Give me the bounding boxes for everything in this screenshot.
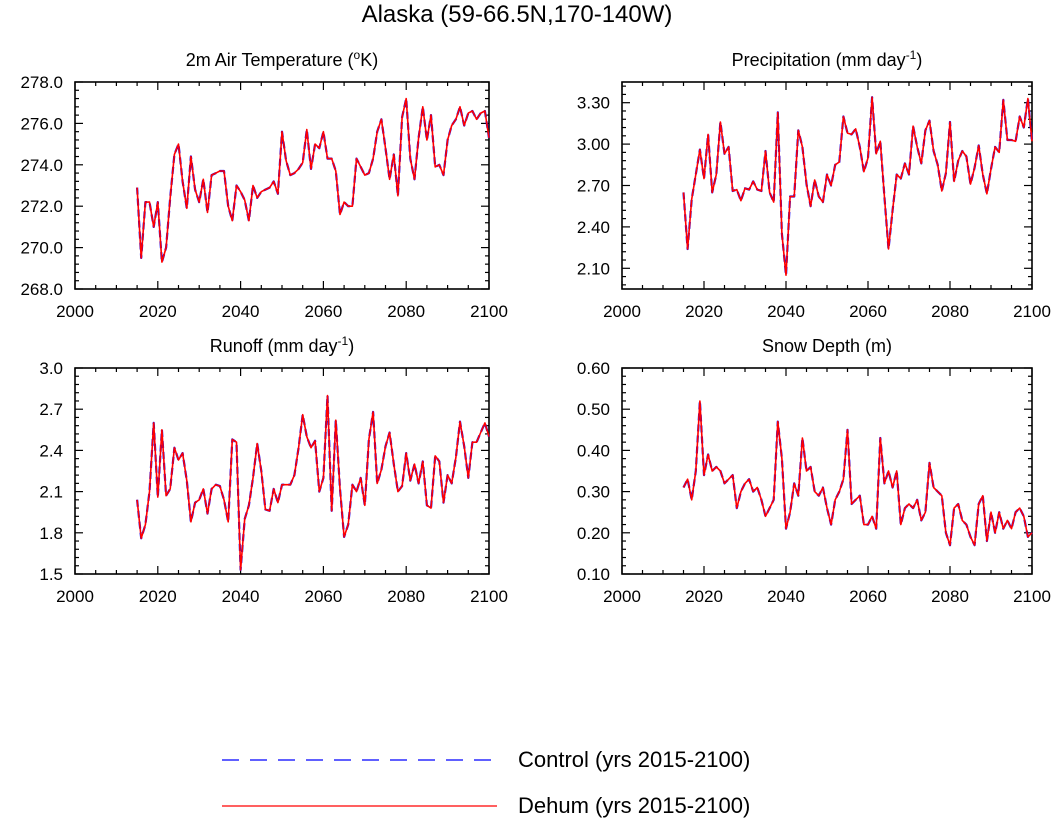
panel-title-end: ) — [348, 336, 354, 356]
series-line-dehum-runoff — [136, 394, 490, 571]
y-tick-label: 0.20 — [577, 524, 610, 543]
legend-control-label: Control (yrs 2015-2100) — [518, 747, 750, 772]
x-tick-label: 2060 — [849, 587, 887, 606]
y-tick-label: 2.1 — [39, 483, 63, 502]
panel-runoff: Runoff (mm day-1) 2000 2020 2040 2060 2080 210… — [39, 334, 508, 606]
panel-title-text: 2m Air Temperature ( — [186, 50, 354, 70]
x-tick-label: 2020 — [139, 587, 177, 606]
y-tick-label: 1.8 — [39, 524, 63, 543]
x-tick-label: 2040 — [767, 587, 805, 606]
x-tick-label: 2080 — [387, 587, 425, 606]
panel-title-air-temp: 2m Air Temperature (oK) — [186, 48, 378, 70]
panel-title-text: Precipitation (mm day — [732, 50, 906, 70]
x-tick-label: 2020 — [139, 302, 177, 321]
panel-title-superscript: -1 — [906, 48, 917, 62]
x-tick-label: 2040 — [222, 587, 260, 606]
y-tick-label: 0.10 — [577, 565, 610, 584]
plot-frame-runoff — [74, 367, 490, 575]
y-tick-label: 270.0 — [20, 239, 63, 258]
plot-frame-precip — [621, 81, 1033, 290]
y-tick-label: 274.0 — [20, 156, 63, 175]
x-tick-label: 2060 — [304, 587, 342, 606]
x-tick-label: 2000 — [603, 587, 641, 606]
panel-precip: Precipitation (mm day-1) 2000 2020 2040 2060… — [577, 48, 1051, 321]
y-tick-label: 2.4 — [39, 441, 63, 460]
plot-frame-air-temp — [74, 81, 490, 290]
panel-title-text: Snow Depth (m) — [762, 336, 892, 356]
y-tick-label: 276.0 — [20, 114, 63, 133]
y-tick-label: 2.10 — [577, 259, 610, 278]
panel-title-text: Runoff (mm day — [210, 336, 338, 356]
x-tick-label: 2060 — [849, 302, 887, 321]
panel-title-runoff: Runoff (mm day-1) — [210, 334, 354, 356]
y-tick-label: 2.7 — [39, 400, 63, 419]
y-tick-label: 0.50 — [577, 400, 610, 419]
x-tick-label: 2100 — [470, 587, 508, 606]
y-tick-label: 268.0 — [20, 280, 63, 299]
x-tick-label: 2020 — [685, 302, 723, 321]
y-tick-label: 0.60 — [577, 359, 610, 378]
panel-title-precip: Precipitation (mm day-1) — [732, 48, 923, 70]
y-tick-label: 3.30 — [577, 94, 610, 113]
x-tick-label: 2080 — [387, 302, 425, 321]
x-tick-label: 2080 — [931, 587, 969, 606]
series-line-dehum-air-temp — [136, 97, 490, 263]
y-tick-label: 272.0 — [20, 197, 63, 216]
x-tick-label: 2020 — [685, 587, 723, 606]
series-line-control-air-temp — [136, 97, 491, 264]
series-line-control-precip — [682, 96, 1034, 277]
x-tick-label: 2060 — [304, 302, 342, 321]
series-line-dehum-precip — [682, 96, 1033, 277]
panel-snow-depth: Snow Depth (m) 2000 2020 2040 2060 2080 2100 0.… — [577, 336, 1051, 606]
y-tick-label: 1.5 — [39, 565, 63, 584]
y-tick-label: 0.30 — [577, 483, 610, 502]
x-tick-label: 2000 — [603, 302, 641, 321]
panel-title-snow-depth: Snow Depth (m) — [762, 336, 892, 356]
panel-title-end: K) — [360, 50, 378, 70]
x-tick-label: 2100 — [1013, 302, 1051, 321]
y-tick-label: 0.40 — [577, 441, 610, 460]
panel-air-temp: 2m Air Temperature (oK) 2000 2020 2040 2060 2… — [20, 48, 507, 321]
x-tick-label: 2080 — [931, 302, 969, 321]
panel-title-superscript: -1 — [338, 334, 349, 348]
x-tick-label: 2000 — [56, 302, 94, 321]
legend-dehum-label: Dehum (yrs 2015-2100) — [518, 793, 750, 818]
y-tick-label: 3.0 — [39, 359, 63, 378]
series-line-control-runoff — [136, 394, 491, 572]
series-line-dehum-snow-depth — [682, 400, 1033, 547]
series-line-control-snow-depth — [682, 399, 1033, 547]
x-tick-label: 2000 — [56, 587, 94, 606]
main-title: Alaska (59-66.5N,170-140W) — [362, 1, 673, 28]
panels: 2m Air Temperature (oK) 2000 2020 2040 2060 2… — [20, 48, 1050, 606]
x-tick-label: 2040 — [767, 302, 805, 321]
y-tick-label: 3.00 — [577, 135, 610, 154]
y-tick-label: 2.40 — [577, 218, 610, 237]
plot-frame-snow-depth — [621, 367, 1033, 575]
x-tick-label: 2100 — [470, 302, 508, 321]
x-tick-label: 2040 — [222, 302, 260, 321]
panel-title-end: ) — [916, 50, 922, 70]
legend: Control (yrs 2015-2100) Dehum (yrs 2015-… — [222, 747, 750, 818]
y-tick-label: 278.0 — [20, 73, 63, 92]
y-tick-label: 2.70 — [577, 177, 610, 196]
x-tick-label: 2100 — [1013, 587, 1051, 606]
panel-title-superscript: o — [354, 48, 361, 62]
